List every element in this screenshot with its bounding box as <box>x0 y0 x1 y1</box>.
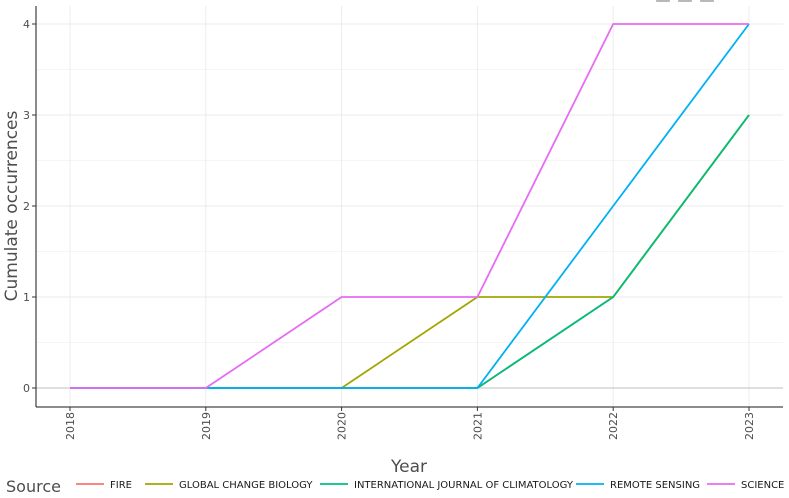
x-tick-label: 2019 <box>200 412 213 440</box>
y-tick-label: 3 <box>23 109 30 122</box>
legend-label: GLOBAL CHANGE BIOLOGY <box>179 480 313 491</box>
plot-panel <box>36 6 783 407</box>
y-tick-label: 0 <box>23 382 30 395</box>
legend-item: REMOTE SENSING <box>576 480 700 491</box>
legend-label: REMOTE SENSING <box>610 480 700 491</box>
modebar-icon[interactable] <box>656 0 670 2</box>
x-tick-label: 2021 <box>471 412 484 440</box>
legend-label: SCIENCE <box>741 480 784 491</box>
legend-item: SCIENCE <box>707 480 784 491</box>
y-tick-label: 2 <box>23 200 30 213</box>
legend-label: INTERNATIONAL JOURNAL OF CLIMATOLOGY <box>354 480 574 491</box>
legend-label: FIRE <box>110 480 132 491</box>
x-tick-label: 2020 <box>336 412 349 440</box>
x-tick-label: 2018 <box>64 412 77 440</box>
modebar[interactable] <box>656 0 714 2</box>
legend-title: Source <box>6 477 61 496</box>
legend-item: INTERNATIONAL JOURNAL OF CLIMATOLOGY <box>320 480 574 491</box>
series-line <box>70 23 749 389</box>
modebar-icon[interactable] <box>700 0 714 2</box>
legend-item: FIRE <box>76 480 132 491</box>
y-tick-label: 4 <box>23 18 30 31</box>
y-axis-title: Cumulate occurrences <box>2 110 22 301</box>
legend-item: GLOBAL CHANGE BIOLOGY <box>145 480 313 491</box>
x-tick-label: 2022 <box>607 412 620 440</box>
modebar-icon[interactable] <box>678 0 692 2</box>
x-tick-label: 2023 <box>743 412 756 440</box>
y-tick-label: 1 <box>23 291 30 304</box>
x-axis-title: Year <box>390 457 427 477</box>
